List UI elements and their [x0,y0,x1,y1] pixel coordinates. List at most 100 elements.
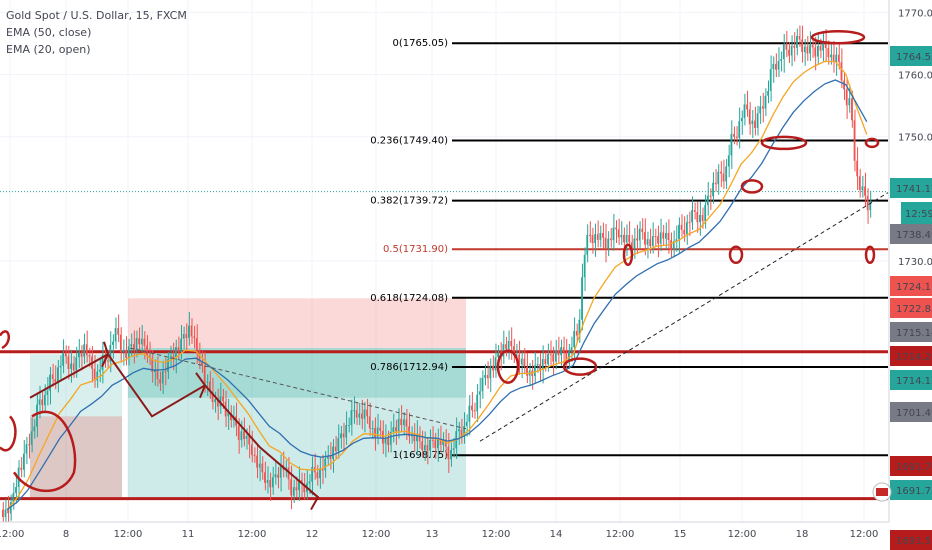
candle-body [788,49,790,56]
candle-body [243,431,245,440]
candle-body [269,480,271,488]
candle-body [423,445,426,451]
price-tick-label: 1750.00 [898,133,932,144]
candle-body [332,446,334,460]
candle-body [701,214,704,222]
candle-body [298,480,300,491]
time-tick-label: 18 [796,529,809,540]
candle-body [473,410,476,412]
candle-body [395,427,397,432]
candle-body [549,354,552,356]
candle-body [717,171,720,185]
candle-body [387,438,389,445]
candle-body [607,238,609,249]
candle-body [644,232,646,245]
time-tick-label: 12:00 [238,529,267,540]
candle-body [759,106,761,114]
candle-body [452,448,455,450]
price-label-text: 1714.20 [896,352,932,363]
candle-body [59,365,62,368]
ema-50-label[interactable]: EMA (50, close) [6,26,92,39]
candle-body [36,404,38,427]
time-tick-label: 12:00 [0,529,24,540]
candle-body [492,365,494,371]
candle-body [347,425,350,427]
candle-body [738,121,740,138]
candle-body [612,227,615,241]
price-label-text: 1738.49 [896,230,932,241]
fib-level-label: 0.236(1749.40) [370,135,448,146]
candle-body [256,455,258,468]
candle-body [562,347,565,353]
candle-body [709,195,712,197]
candle-body [654,236,657,238]
candle-body [560,347,562,356]
candle-body [211,391,214,403]
candle-body [49,374,51,391]
candle-body [573,331,575,348]
candle-body [62,352,64,366]
candle-body [806,46,809,54]
ema-20-label[interactable]: EMA (20, open) [6,43,91,56]
candle-body [287,467,290,480]
arrowhead [101,341,110,368]
candle-body [7,509,9,514]
candle-body [685,222,688,235]
candle-body [222,396,224,402]
candle-body [481,377,484,392]
candle-body [20,467,22,470]
time-tick-label: 12:00 [728,529,757,540]
candle-body [12,493,15,503]
candle-body [258,463,261,468]
candle-body [764,95,767,109]
price-tick-label: 1760.00 [898,71,932,82]
candle-body [15,487,17,494]
fib-level-label: 0.786(1712.94) [370,362,448,373]
candle-body [588,234,591,236]
handdrawn-curve [12,410,77,493]
candle-body [484,375,486,378]
candle-body [203,365,206,383]
candle-body [722,173,725,182]
candle-body [706,195,709,206]
candle-body [277,474,279,478]
candle-body [512,346,515,356]
candle-body [782,44,785,60]
candle-body [730,133,733,156]
candle-body [617,229,620,238]
candle-body [133,344,135,350]
long-zone-box [30,354,122,498]
handdrawn-circle [864,137,880,149]
candle-body [827,47,830,58]
candle-body [28,444,30,446]
candle-body [98,369,101,372]
candle-body [651,236,654,247]
wave-arrow-path [29,352,319,498]
candle-body [101,355,104,370]
candle-body [67,356,70,369]
candle-body [117,328,119,335]
candle-body [209,381,211,392]
candle-body [334,446,337,452]
candle-body [308,481,311,484]
candle-body [93,368,96,381]
candle-body [447,446,450,460]
candle-body [594,234,596,244]
candle-body [57,367,59,382]
symbol-title[interactable]: Gold Spot / U.S. Dollar, 15, FXCM [6,9,187,22]
candle-body [646,239,649,245]
candle-body [161,371,164,384]
grid-layer [0,0,888,522]
candle-body [864,186,866,196]
candle-body [476,394,478,412]
candle-body [696,211,699,223]
candle-body [735,136,738,138]
candle-body [311,467,313,482]
candle-body [725,166,727,182]
candle-body [250,444,253,455]
candle-body [869,201,871,211]
candle-body [397,418,400,432]
candle-body [169,356,172,360]
candle-body [591,235,594,244]
